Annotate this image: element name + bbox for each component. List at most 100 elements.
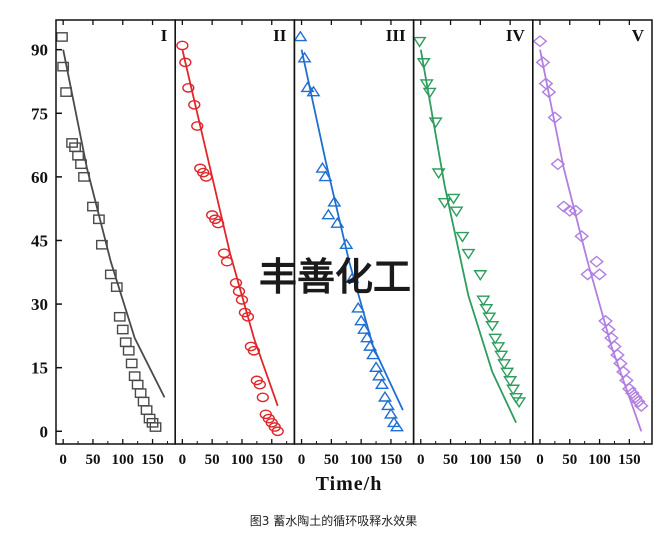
data-point xyxy=(535,56,551,69)
data-point xyxy=(476,295,491,307)
data-point xyxy=(363,339,378,351)
data-point xyxy=(211,218,225,229)
data-point xyxy=(357,323,372,334)
data-point xyxy=(624,387,640,400)
panel-v: 0 50 100 150 V xyxy=(532,19,653,468)
x-tick-label: 100 xyxy=(469,452,492,468)
data-point xyxy=(104,269,117,280)
data-point xyxy=(315,161,330,173)
data-point xyxy=(633,399,649,412)
data-point xyxy=(377,390,392,402)
data-point xyxy=(122,345,135,356)
data-point xyxy=(330,217,345,228)
panel-frame xyxy=(174,19,296,445)
data-point xyxy=(87,201,99,212)
data-point xyxy=(369,361,384,373)
data-point xyxy=(366,348,381,360)
x-tick-label: 0 xyxy=(59,452,67,468)
data-point xyxy=(580,268,595,281)
x-tick-label: 100 xyxy=(350,452,373,468)
data-point xyxy=(327,195,342,207)
data-point xyxy=(300,81,315,93)
data-point xyxy=(339,238,354,250)
data-point xyxy=(200,172,213,182)
x-tick-label: 0 xyxy=(417,452,425,468)
y-tick-label: 90 xyxy=(31,41,48,60)
data-point xyxy=(95,239,108,250)
plot-panels: 0 50 100 150 I 0 50 100 150 II 0 50 100 150 III 0 50 100 1… xyxy=(55,19,653,468)
x-axis-label: Time/h xyxy=(316,473,383,495)
data-point xyxy=(247,345,261,356)
panel-i: 0 50 100 150 I xyxy=(55,19,176,468)
data-point xyxy=(455,231,470,243)
data-point xyxy=(389,420,404,432)
data-point xyxy=(380,399,395,411)
data-point xyxy=(431,168,446,180)
data-point xyxy=(256,392,269,403)
data-point xyxy=(75,159,87,170)
fit-line-iii xyxy=(300,49,404,411)
x-tick-label: 0 xyxy=(179,452,187,468)
data-point xyxy=(116,324,129,335)
watermark: 丰善化工 xyxy=(259,255,411,299)
data-point xyxy=(500,367,515,379)
panel-ii: 0 50 100 150 II xyxy=(174,19,296,468)
data-point xyxy=(321,208,336,220)
panel-iii: 0 50 100 150 III xyxy=(293,19,415,468)
data-point xyxy=(461,248,476,260)
data-point xyxy=(220,256,234,267)
data-point xyxy=(229,278,243,288)
data-point xyxy=(235,294,249,305)
data-point xyxy=(179,57,192,68)
x-tick-label: 150 xyxy=(141,452,164,468)
data-point xyxy=(449,206,464,218)
y-axis: 0 15 30 45 60 75 90 xyxy=(31,41,62,441)
data-point xyxy=(494,350,509,362)
data-point xyxy=(134,388,147,398)
data-point xyxy=(271,426,284,437)
data-point xyxy=(503,376,518,387)
data-point xyxy=(532,35,548,48)
data-point xyxy=(191,121,204,131)
chart: 0 15 30 45 60 75 90 0 50 100 150 I 0 50 100 150 II 0 50 10… xyxy=(31,19,653,495)
data-point xyxy=(125,358,138,369)
data-point xyxy=(140,405,153,415)
x-tick-label: 150 xyxy=(618,452,641,468)
y-tick-label: 0 xyxy=(40,422,49,441)
data-point xyxy=(217,248,231,259)
data-point xyxy=(589,255,604,268)
data-point xyxy=(72,150,84,161)
data-point xyxy=(473,270,488,281)
x-tick-label: 50 xyxy=(205,452,220,468)
x-tick-label: 0 xyxy=(298,452,306,468)
data-point xyxy=(497,359,512,370)
data-point xyxy=(592,268,607,281)
data-point xyxy=(547,111,563,124)
y-tick-label: 15 xyxy=(31,359,48,378)
data-point xyxy=(176,40,189,51)
fit-line-i xyxy=(62,49,166,398)
x-tick-label: 50 xyxy=(562,452,577,468)
panel-frame xyxy=(412,19,534,445)
data-point xyxy=(56,32,68,42)
x-tick-label: 50 xyxy=(324,452,339,468)
data-point xyxy=(149,422,162,432)
panel-iv: 0 50 100 150 IV xyxy=(412,19,534,468)
data-point xyxy=(630,395,646,408)
data-point xyxy=(568,204,584,217)
data-point xyxy=(562,204,578,217)
data-point xyxy=(137,396,150,407)
data-point xyxy=(253,379,266,390)
data-point xyxy=(479,303,494,315)
data-point xyxy=(627,391,643,404)
panel-label: V xyxy=(632,26,645,45)
data-point xyxy=(446,193,461,205)
data-point xyxy=(306,85,321,97)
data-point xyxy=(93,214,105,225)
data-point xyxy=(232,286,246,297)
data-point xyxy=(60,87,73,97)
panel-label: III xyxy=(386,26,406,45)
data-point xyxy=(188,99,201,110)
data-point xyxy=(110,282,123,292)
data-point xyxy=(437,197,452,209)
